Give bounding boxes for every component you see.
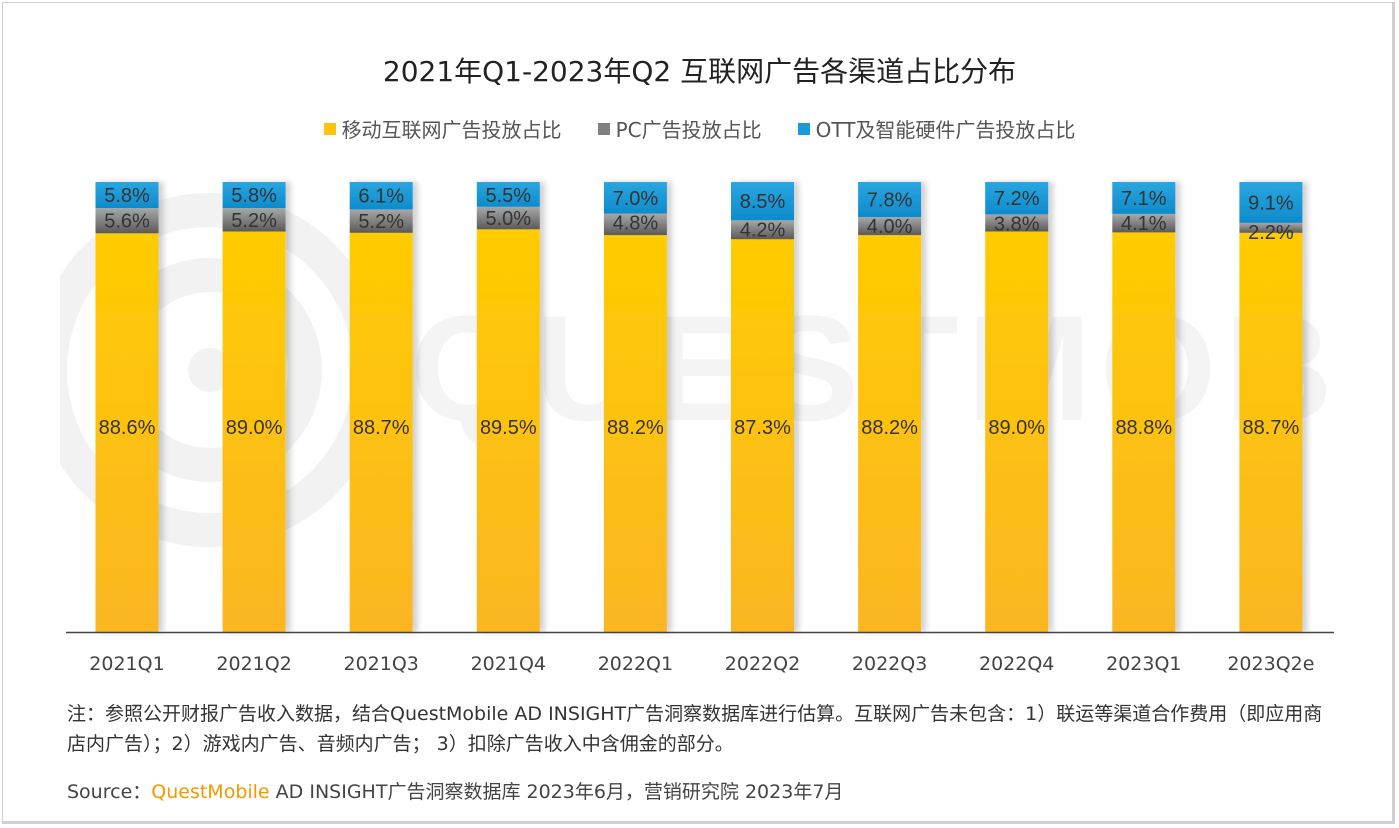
bar-segment-ott-2021Q3	[349, 182, 413, 210]
bar-group-2023Q2e	[1239, 182, 1303, 632]
x-tick-label: 2021Q4	[471, 653, 546, 675]
data-label-mobile-2022Q3: 88.2%	[861, 417, 918, 439]
data-label-ott-2022Q1: 7.0%	[613, 188, 659, 210]
legend-label-pc: PC广告投放占比	[615, 118, 762, 142]
stacked-bar-chart: 88.6% 5.6% 5.8% 89.0% 5.2% 5.8% 88.7% 5.2% 6.1% 8…	[66, 182, 1334, 675]
legend-item-ott: OTT及智能硬件广告投放占比	[797, 114, 1076, 143]
data-label-ott-2022Q2: 8.5%	[740, 191, 786, 213]
bar-segment-mobile-2022Q1	[603, 235, 667, 632]
source-brand: QuestMobile	[151, 781, 270, 803]
x-tick-label: 2022Q4	[979, 653, 1054, 675]
legend-swatch-mobile	[323, 122, 336, 135]
data-label-mobile-2023Q1: 88.8%	[1115, 417, 1172, 439]
data-label-pc-2022Q3: 4.0%	[867, 216, 913, 238]
bar-segment-mobile-2022Q2	[731, 239, 794, 632]
bar-segment-mobile-2021Q4	[476, 229, 540, 633]
bar-group-2021Q2	[222, 182, 286, 632]
data-label-pc-2021Q2: 5.2%	[231, 210, 277, 232]
data-label-pc-2023Q2e: 2.2%	[1248, 222, 1294, 244]
x-tick-label: 2022Q2	[725, 653, 800, 675]
data-label-ott-2021Q1: 5.8%	[104, 185, 150, 207]
x-tick-label: 2022Q3	[852, 653, 927, 675]
bar-group-2022Q2	[731, 182, 794, 632]
legend-label-mobile: 移动互联网广告投放占比	[341, 118, 562, 142]
x-tick-label: 2023Q2e	[1227, 653, 1314, 675]
bar-segment-pc-2022Q3	[858, 217, 922, 236]
bar-segment-mobile-2021Q2	[222, 231, 286, 632]
data-label-pc-2022Q1: 4.8%	[613, 213, 659, 235]
bar-segment-ott-2021Q1	[95, 182, 159, 209]
bar-group-2021Q4	[476, 182, 540, 633]
data-label-pc-2021Q3: 5.2%	[358, 211, 404, 233]
bar-segment-ott-2022Q3	[858, 182, 922, 218]
bar-segment-pc-2021Q1	[95, 208, 159, 234]
bar-segment-pc-2023Q1	[1112, 214, 1176, 233]
bar-segment-ott-2022Q4	[985, 182, 1049, 215]
chart-note: 注：参照公开财报广告收入数据，结合QuestMobile AD INSIGHT广…	[67, 703, 1323, 755]
data-label-pc-2022Q2: 4.2%	[740, 219, 786, 241]
data-label-ott-2021Q4: 5.5%	[486, 185, 532, 207]
data-label-mobile-2023Q2e: 88.7%	[1243, 417, 1300, 439]
bar-segment-mobile-2022Q3	[858, 235, 922, 632]
bar-segment-pc-2021Q2	[222, 208, 286, 232]
bar-segment-ott-2021Q2	[222, 182, 286, 209]
legend-swatch-pc	[597, 122, 610, 135]
x-tick-label: 2021Q1	[89, 653, 164, 675]
bar-group-2022Q1	[603, 182, 667, 632]
data-label-pc-2021Q4: 5.0%	[486, 208, 532, 230]
bar-segment-ott-2023Q1	[1112, 182, 1176, 214]
x-tick-label: 2022Q1	[598, 653, 673, 675]
data-label-mobile-2021Q2: 89.0%	[226, 417, 283, 439]
data-label-pc-2023Q1: 4.1%	[1121, 213, 1167, 235]
bar-segment-pc-2022Q4	[985, 214, 1049, 232]
legend-label-ott: OTT及智能硬件广告投放占比	[815, 118, 1076, 142]
data-label-ott-2022Q4: 7.2%	[994, 188, 1040, 210]
bar-segment-pc-2023Q2e	[1239, 222, 1303, 233]
data-label-mobile-2021Q4: 89.5%	[480, 417, 537, 439]
data-label-mobile-2022Q2: 87.3%	[734, 417, 791, 439]
x-tick-label: 2021Q3	[343, 653, 418, 675]
legend-item-mobile: 移动互联网广告投放占比	[323, 114, 562, 143]
data-label-ott-2023Q2e: 9.1%	[1248, 193, 1294, 215]
data-label-mobile-2022Q1: 88.2%	[607, 417, 664, 439]
chart-legend: 移动互联网广告投放占比 PC广告投放占比 OTT及智能硬件广告投放占比	[0, 114, 1399, 143]
bar-segment-mobile-2021Q1	[95, 233, 159, 633]
bar-group-2023Q1	[1112, 182, 1176, 632]
data-label-mobile-2021Q1: 88.6%	[99, 417, 156, 439]
bar-segment-pc-2021Q3	[349, 209, 413, 233]
bar-segment-pc-2021Q4	[476, 206, 540, 230]
bar-group-2022Q3	[858, 182, 922, 632]
bar-group-2021Q1	[95, 182, 159, 633]
legend-item-pc: PC广告投放占比	[597, 114, 762, 143]
data-label-ott-2023Q1: 7.1%	[1121, 188, 1167, 210]
chart-title: 2021年Q1-2023年Q2 互联网广告各渠道占比分布	[382, 55, 1017, 88]
bar-segment-pc-2022Q1	[603, 213, 667, 236]
x-tick-label: 2021Q2	[216, 653, 291, 675]
bar-group-2022Q4	[985, 182, 1049, 632]
bar-segment-mobile-2022Q4	[985, 231, 1049, 632]
bar-segment-mobile-2023Q2e	[1239, 232, 1303, 632]
data-label-ott-2021Q2: 5.8%	[231, 185, 277, 207]
legend-swatch-ott	[797, 122, 810, 135]
bar-segment-mobile-2021Q3	[349, 232, 413, 632]
data-label-ott-2022Q3: 7.8%	[867, 190, 913, 212]
data-label-pc-2022Q4: 3.8%	[994, 213, 1040, 235]
bar-segment-ott-2022Q1	[603, 182, 667, 214]
chart-source: Source：QuestMobile AD INSIGHT广告洞察数据库 202…	[67, 777, 843, 804]
bar-segment-ott-2023Q2e	[1239, 182, 1303, 223]
data-label-ott-2021Q3: 6.1%	[358, 186, 404, 208]
source-prefix: Source：	[67, 781, 152, 803]
bar-segment-pc-2022Q2	[731, 220, 794, 240]
bar-segment-ott-2022Q2	[731, 182, 794, 221]
bar-segment-ott-2021Q4	[476, 182, 540, 207]
data-label-pc-2021Q1: 5.6%	[104, 211, 150, 233]
bar-segment-mobile-2023Q1	[1112, 232, 1176, 632]
x-tick-label: 2023Q1	[1106, 653, 1181, 675]
data-label-mobile-2021Q3: 88.7%	[353, 417, 410, 439]
bar-group-2021Q3	[349, 182, 413, 632]
data-label-mobile-2022Q4: 89.0%	[988, 417, 1045, 439]
source-rest: AD INSIGHT广告洞察数据库 2023年6月，营销研究院 2023年7月	[269, 781, 844, 803]
